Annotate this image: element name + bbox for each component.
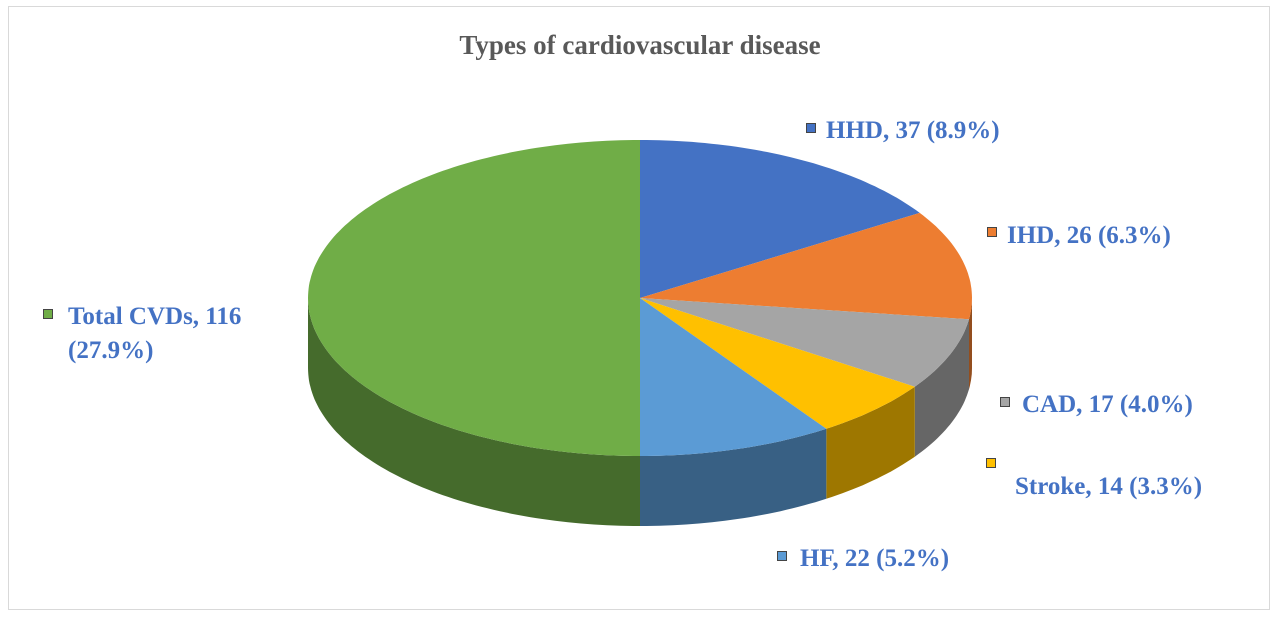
data-label: IHD, 26 (6.3%) xyxy=(1007,222,1171,249)
slice xyxy=(308,140,640,456)
legend-marker xyxy=(1000,397,1010,407)
slice xyxy=(640,140,920,298)
data-label: HF, 22 (5.2%) xyxy=(800,545,950,572)
slice xyxy=(640,212,972,320)
data-label: Stroke, 14 (3.3%) xyxy=(1015,473,1203,500)
slice-side xyxy=(969,298,972,390)
data-label: HHD, 37 (8.9%) xyxy=(826,117,1000,144)
slice xyxy=(640,298,827,456)
slice xyxy=(640,298,915,429)
data-label: Total CVDs, 116 (27.9%) xyxy=(68,303,242,364)
slice-side xyxy=(308,298,640,526)
slice xyxy=(640,298,969,387)
chart-border xyxy=(8,6,1270,610)
legend-marker xyxy=(43,309,53,319)
slice-side xyxy=(826,386,915,499)
slice-side xyxy=(914,319,969,457)
legend-marker xyxy=(987,227,997,237)
slice-side xyxy=(640,428,827,526)
legend-marker xyxy=(806,123,816,133)
legend-marker xyxy=(777,551,787,561)
legend-marker xyxy=(986,458,996,468)
chart-title: Types of cardiovascular disease xyxy=(459,30,821,60)
data-label: CAD, 17 (4.0%) xyxy=(1022,391,1193,418)
